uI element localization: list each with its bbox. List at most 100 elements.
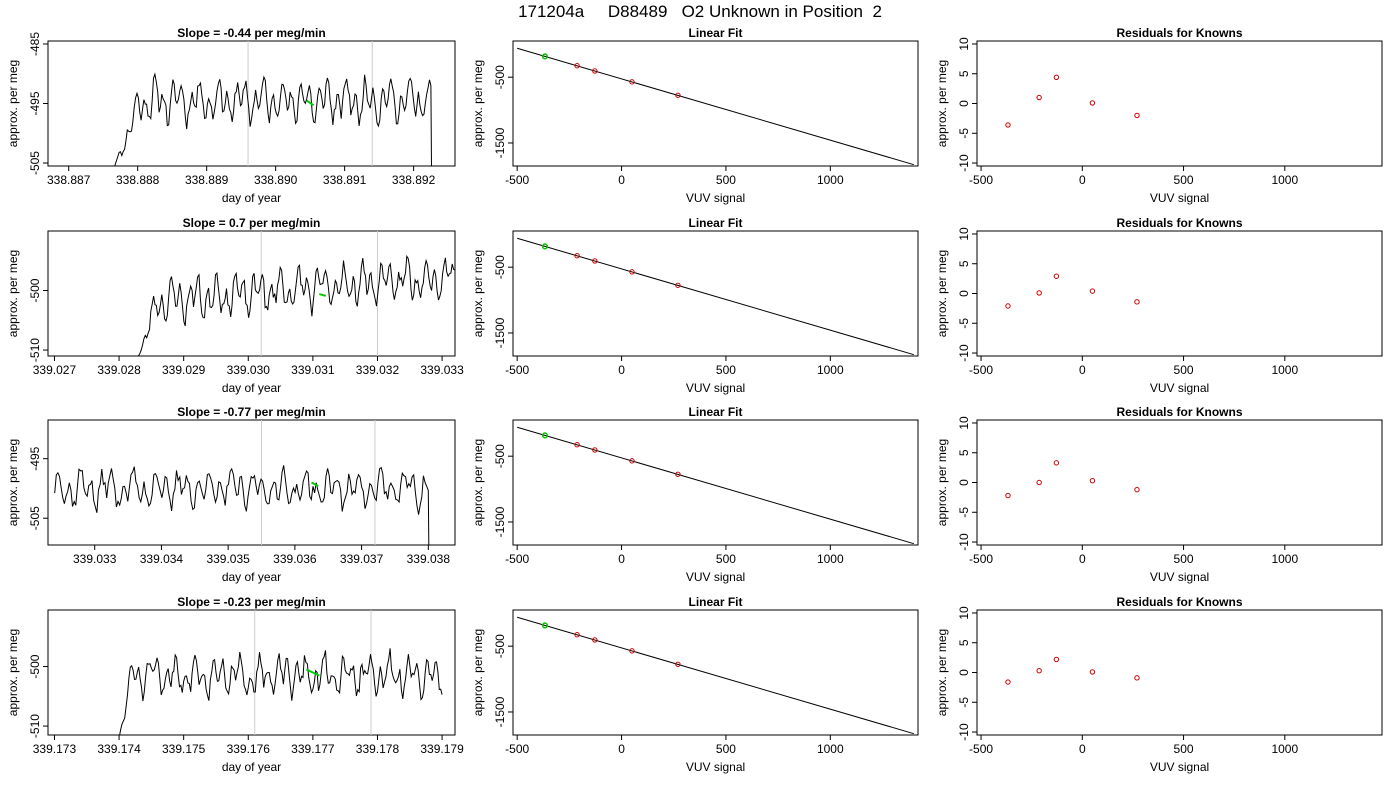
x-tick-label: -500: [969, 552, 993, 566]
y-axis-label: approx. per meg: [935, 250, 949, 337]
x-tick-label: 339.033: [73, 552, 117, 566]
y-tick-label: 10: [957, 606, 971, 620]
data-point: [1053, 273, 1060, 279]
y-tick-label: 0: [957, 479, 971, 486]
y-tick-label: -1500: [493, 127, 507, 158]
y-tick-label: -495: [28, 91, 42, 115]
data-point: [1134, 675, 1140, 681]
x-tick-label: 339.179: [420, 742, 464, 756]
x-axis-label: day of year: [222, 570, 281, 584]
y-axis-label: approx. per meg: [6, 60, 20, 147]
y-tick-label: -10: [957, 533, 971, 551]
plot-panel-r3-c3: Residuals for Knowns -500 0 500 1000 10 5 0 -5 -1…: [935, 405, 1383, 584]
data-point: [1053, 656, 1060, 663]
y-tick-label: 0: [957, 290, 971, 297]
data-point: [629, 269, 635, 275]
plot-area: [517, 237, 914, 356]
plot-title: Slope = -0.23 per meg/min: [177, 595, 325, 609]
highlight-segment: [311, 481, 319, 487]
plot-panel-r2-c3: Residuals for Knowns -500 0 500 1000 10 5 0 -5 -1…: [935, 216, 1383, 395]
x-tick-label: 0: [618, 552, 625, 566]
x-axis-label: day of year: [222, 191, 281, 205]
plot-title: Residuals for Knowns: [1116, 26, 1242, 40]
x-tick-label: 500: [716, 173, 736, 187]
x-tick-label: 1000: [817, 742, 844, 756]
plot-title: Linear Fit: [688, 26, 742, 40]
page-title: 171204a D88489 O2 Unknown in Position 2: [518, 2, 882, 21]
x-tick-label: 1000: [817, 363, 844, 377]
plot-panel-r4-c2: Linear Fit -500 0 500 1000 -500 -1500 VUV signa…: [471, 595, 919, 774]
data-point: [592, 258, 598, 264]
y-axis-label: approx. per meg: [471, 60, 485, 147]
highlight-segment: [306, 99, 315, 107]
plot-frame: [976, 419, 1383, 546]
data-point: [1005, 303, 1011, 309]
y-tick-label: -10: [957, 344, 971, 362]
y-tick-label: 0: [957, 669, 971, 676]
plot-panel-r3-c2: Linear Fit -500 0 500 1000 -500 -1500 VUV signa…: [471, 405, 919, 584]
plot-area: [137, 231, 455, 356]
x-axis-label: VUV signal: [686, 191, 745, 205]
y-axis-label: approx. per meg: [6, 629, 20, 716]
y-axis-label: approx. per meg: [471, 439, 485, 526]
data-point: [1005, 492, 1011, 499]
y-axis-label: approx. per meg: [935, 439, 949, 526]
highlight-point: [541, 53, 549, 60]
y-tick-label: -505: [28, 506, 42, 530]
x-axis-label: VUV signal: [1150, 760, 1209, 774]
data-point: [1053, 460, 1060, 466]
y-tick-label: -10: [957, 154, 971, 172]
data-point: [1005, 679, 1011, 685]
x-axis-label: VUV signal: [686, 381, 745, 395]
y-tick-label: 5: [957, 260, 971, 267]
x-tick-label: -500: [969, 363, 993, 377]
y-tick-label: -500: [493, 255, 507, 279]
plot-title: Slope = 0.7 per meg/min: [183, 216, 321, 230]
x-tick-label: 1000: [1271, 742, 1298, 756]
x-tick-label: 500: [1174, 552, 1194, 566]
x-tick-label: 500: [716, 742, 736, 756]
time-series-line: [54, 465, 430, 545]
y-axis-label: approx. per meg: [471, 629, 485, 716]
x-tick-label: 0: [1079, 552, 1086, 566]
y-tick-label: 5: [957, 70, 971, 77]
x-tick-label: 339.035: [206, 552, 250, 566]
x-axis-label: VUV signal: [1150, 570, 1209, 584]
y-tick-label: -1500: [493, 696, 507, 727]
highlight-segment: [305, 668, 320, 677]
time-series-line: [137, 254, 455, 356]
x-tick-label: 338.887: [47, 173, 91, 187]
x-tick-label: 338.891: [323, 173, 367, 187]
y-tick-label: -5: [957, 318, 971, 329]
y-tick-label: -500: [493, 65, 507, 89]
plot-frame: [47, 609, 456, 736]
x-axis-label: VUV signal: [1150, 191, 1209, 205]
data-point: [574, 632, 580, 638]
x-tick-label: -500: [505, 552, 529, 566]
data-point: [592, 637, 598, 643]
y-tick-label: 5: [957, 639, 971, 646]
y-tick-label: -5: [957, 128, 971, 139]
y-axis-label: approx. per meg: [471, 250, 485, 337]
x-tick-label: 339.037: [340, 552, 384, 566]
plot-panel-r1-c3: Residuals for Knowns -500 0 500 1000 10 5 0 -5 -1…: [935, 26, 1383, 205]
x-axis-label: VUV signal: [1150, 381, 1209, 395]
data-point: [1089, 669, 1096, 675]
data-point: [1005, 122, 1011, 128]
plot-title: Linear Fit: [688, 216, 742, 230]
x-tick-label: 0: [618, 173, 625, 187]
plot-frame: [47, 419, 456, 546]
x-tick-label: 339.028: [97, 363, 141, 377]
x-tick-label: 339.033: [420, 363, 464, 377]
highlight-point: [541, 243, 549, 250]
plot-title: Residuals for Knowns: [1116, 216, 1242, 230]
data-point: [1089, 288, 1096, 294]
x-tick-label: 1000: [1271, 552, 1298, 566]
plot-title: Linear Fit: [688, 405, 742, 419]
fit-line: [517, 616, 914, 735]
plot-panel-r2-c1: Slope = 0.7 per meg/min 339.027 339.028 339…: [6, 216, 464, 395]
x-tick-label: 339.034: [140, 552, 184, 566]
time-series-line: [114, 72, 432, 166]
x-tick-label: 339.031: [291, 363, 335, 377]
y-tick-label: -1500: [493, 506, 507, 537]
